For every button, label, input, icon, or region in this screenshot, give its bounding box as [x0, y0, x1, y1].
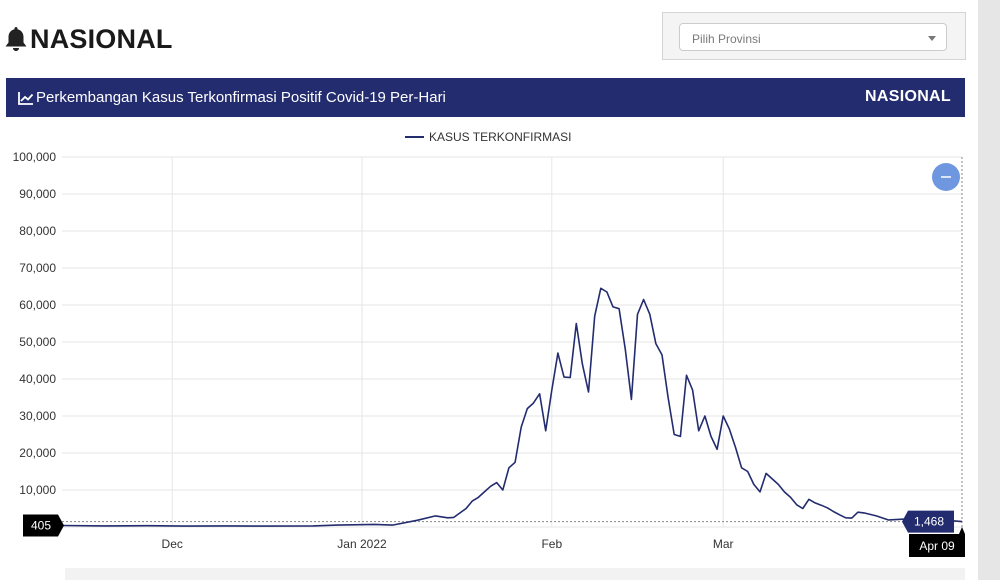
chart-card-title: Perkembangan Kasus Terkonfirmasi Positif… — [18, 89, 446, 106]
series-line — [61, 287, 963, 527]
y-tick-label: 100,000 — [13, 150, 57, 164]
y-tick-label: 70,000 — [19, 261, 56, 275]
x-tick-label: Mar — [713, 537, 734, 551]
y-tick-label: 20,000 — [19, 446, 56, 460]
y-tick-label: 90,000 — [19, 187, 56, 201]
last-value-label: 1,468 — [914, 515, 944, 529]
x-tick-label: Dec — [162, 537, 183, 551]
last-value-flag — [902, 510, 954, 533]
first-value-flag — [23, 514, 64, 537]
y-tick-label: 60,000 — [19, 298, 56, 312]
y-tick-label: 10,000 — [19, 483, 56, 497]
cases-line-chart: 010,00020,00030,00040,00050,00060,00070,… — [13, 130, 965, 557]
y-tick-label: 40,000 — [19, 372, 56, 386]
last-date-label: Apr 09 — [919, 539, 955, 553]
x-tick-label: Jan 2022 — [337, 537, 387, 551]
y-tick-label: 30,000 — [19, 409, 56, 423]
bell-icon — [5, 27, 27, 51]
line-chart-icon — [18, 91, 34, 105]
y-tick-label: 80,000 — [19, 224, 56, 238]
chart-card-title-text: Perkembangan Kasus Terkonfirmasi Positif… — [36, 89, 446, 106]
legend-label: KASUS TERKONFIRMASI — [429, 130, 571, 144]
x-tick-label: Feb — [541, 537, 562, 551]
next-card-edge — [65, 568, 965, 580]
chevron-down-icon — [928, 36, 936, 41]
last-date-flag — [909, 527, 965, 557]
page-title-text: NASIONAL — [30, 23, 173, 54]
chart-card-region: NASIONAL — [865, 88, 951, 105]
province-select-placeholder: Pilih Provinsi — [692, 32, 761, 46]
y-tick-label: 50,000 — [19, 335, 56, 349]
first-value-label: 405 — [31, 519, 51, 533]
province-select[interactable]: Pilih Provinsi — [679, 23, 947, 51]
province-filter-panel: Pilih Provinsi — [662, 12, 966, 60]
page-scrollbar[interactable] — [978, 0, 1000, 580]
page-title: NASIONAL — [4, 22, 173, 56]
chart-card-header: Perkembangan Kasus Terkonfirmasi Positif… — [6, 78, 965, 117]
